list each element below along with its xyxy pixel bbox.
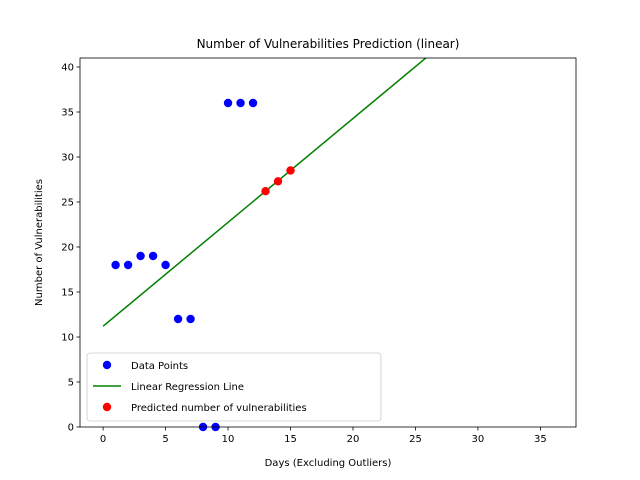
data-point-1 bbox=[111, 260, 120, 270]
x-tick-label: 0 bbox=[100, 434, 106, 445]
legend-label: Predicted number of vulnerabilities bbox=[131, 403, 307, 414]
x-tick-label: 35 bbox=[534, 434, 547, 445]
data-point-4 bbox=[148, 251, 158, 261]
y-tick-label: 25 bbox=[61, 198, 74, 209]
y-tick-label: 40 bbox=[61, 63, 74, 74]
predicted-point-3 bbox=[286, 166, 295, 175]
y-axis-label: Number of Vulnerabilities bbox=[34, 179, 45, 306]
legend-marker-swatch bbox=[102, 402, 112, 412]
y-axis-ticks: 0 5 10 15 20 25 30 35 40 bbox=[61, 63, 80, 434]
data-point-10 bbox=[223, 98, 233, 108]
legend: Data Points Linear Regression Line Predict… bbox=[86, 352, 382, 422]
y-tick-label: 30 bbox=[61, 153, 74, 164]
x-axis-ticks: 0 5 10 15 20 25 30 35 bbox=[100, 427, 547, 445]
legend-label: Data Points bbox=[131, 361, 188, 372]
legend-entry-1: Data Points bbox=[102, 360, 188, 372]
y-tick-label: 5 bbox=[68, 378, 74, 389]
data-point-2 bbox=[123, 260, 133, 270]
x-tick-label: 30 bbox=[472, 434, 485, 445]
x-tick-label: 10 bbox=[222, 434, 235, 445]
data-point-11 bbox=[236, 98, 245, 108]
plot-area: 0 5 10 15 20 25 30 35 0 5 10 15 20 25 30 35 40 bbox=[61, 57, 577, 445]
data-point-5 bbox=[161, 260, 170, 270]
x-axis-label: Days (Excluding Outliers) bbox=[265, 458, 392, 469]
predicted-point-1 bbox=[261, 187, 270, 196]
legend-label: Linear Regression Line bbox=[131, 382, 244, 393]
chart-title: Number of Vulnerabilities Prediction (li… bbox=[197, 37, 460, 51]
y-tick-label: 20 bbox=[61, 243, 74, 254]
y-tick-label: 35 bbox=[61, 108, 74, 119]
legend-entry-2: Linear Regression Line bbox=[93, 382, 244, 393]
legend-box bbox=[86, 352, 382, 422]
legend-marker-swatch bbox=[102, 360, 112, 370]
data-point-3 bbox=[136, 251, 145, 261]
y-tick-label: 10 bbox=[61, 333, 74, 344]
data-point-6 bbox=[173, 314, 183, 324]
x-tick-label: 25 bbox=[409, 434, 422, 445]
x-tick-label: 15 bbox=[284, 434, 297, 445]
data-point-7 bbox=[186, 314, 195, 324]
data-point-12 bbox=[248, 98, 258, 108]
axes-frame bbox=[79, 57, 577, 428]
y-tick-label: 15 bbox=[61, 288, 74, 299]
series-3-points bbox=[261, 166, 295, 196]
legend-entry-3: Predicted number of vulnerabilities bbox=[102, 402, 307, 414]
y-tick-label: 0 bbox=[68, 423, 74, 434]
predicted-point-2 bbox=[273, 177, 283, 186]
x-tick-label: 20 bbox=[347, 434, 360, 445]
x-tick-label: 5 bbox=[162, 434, 168, 445]
